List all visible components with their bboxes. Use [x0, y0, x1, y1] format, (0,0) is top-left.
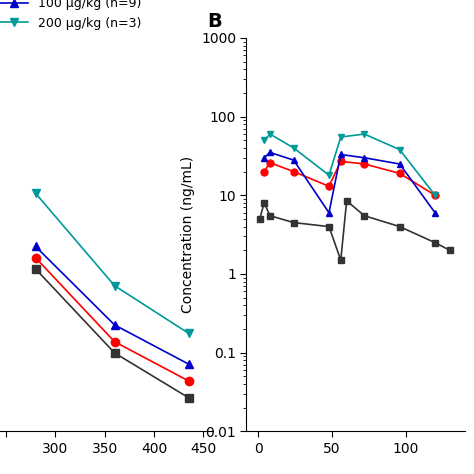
Y-axis label: Concentration (ng/mL): Concentration (ng/mL)	[182, 156, 195, 313]
Legend: 30 μg/kg (n=3), 60 μg/kg (n=9), 100 μg/kg (n=9), 200 μg/kg (n=3): 30 μg/kg (n=3), 60 μg/kg (n=9), 100 μg/k…	[0, 0, 146, 35]
Text: B: B	[207, 12, 222, 31]
